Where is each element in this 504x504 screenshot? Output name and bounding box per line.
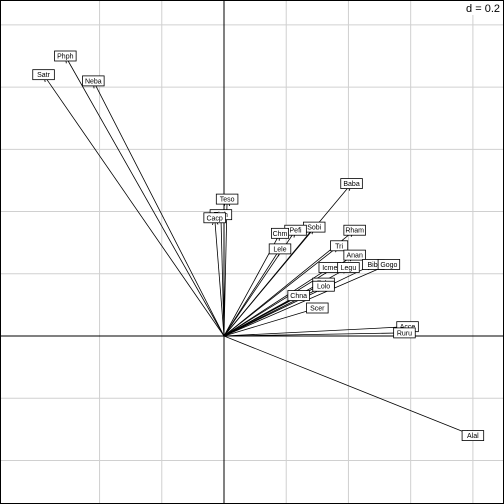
label-baba: Baba [340,178,363,189]
label-text-legu: Legu [341,265,357,272]
label-lele: Lele [268,243,292,255]
label-satr: Satr [32,69,55,81]
label-gogo: Gogo [377,259,401,270]
label-text-cacp: Cacp [206,215,222,222]
label-teso: Teso [215,193,239,205]
label-box-lolo [312,280,335,292]
label-box-chm [270,227,289,239]
label-chm: Chm [270,227,289,239]
label-text-bibi: Bibi [367,262,379,269]
arrow-phph [65,56,225,337]
arrow-sobi [223,227,314,337]
label-alal: Alal [461,430,485,441]
label-box-gogo [377,259,401,270]
label-text-baba: Baba [343,181,359,188]
arrow-scer [223,308,317,337]
label-box-anan [343,249,366,261]
label-text-pefi: Pefi [290,228,303,235]
label-scer: Scer [306,302,329,314]
label-neba: Neba [82,75,105,87]
label-box-neba [82,75,105,87]
label-text-lolo: Lolo [317,284,330,291]
label-box-teso [215,193,239,205]
scale-label: d = 0.2 [466,3,500,15]
scale-label-background [462,1,503,15]
label-text-scer: Scer [310,306,325,313]
label-text-ruru: Ruru [397,330,412,337]
label-ruru: Ruru [393,327,416,339]
label-legu: Legu [337,262,360,273]
label-box-tri [330,240,349,252]
label-box-chna [287,290,310,301]
label-box-ruru [393,327,416,339]
label-box-legu [337,262,360,273]
arrow-ruru [223,333,404,337]
label-box-cacp [203,212,226,224]
arrow-acce [223,327,408,337]
label-text-teso: Teso [220,197,235,204]
label-chna: Chna [287,290,310,301]
label-cacp: Cacp [203,212,226,224]
label-box-satr [32,69,55,81]
arrow-cacp [215,218,225,337]
arrow-icme [223,268,330,337]
label-text-chna: Chna [290,293,307,300]
label-box-lele [268,243,292,255]
label-text-lele: Lele [273,246,286,253]
arrow-chna [223,296,299,337]
label-text-tri: Tri [335,243,343,250]
arrow-neba [93,81,225,337]
label-text-phph: Phph [57,54,73,61]
label-tri: Tri [330,240,349,252]
label-text-rham: Rham [345,228,364,235]
label-box-scer [306,302,329,314]
arrow-teso [223,199,227,337]
arrow-lele [223,249,280,337]
label-text-neba: Neba [85,78,102,85]
label-box-baba [340,178,363,189]
arrow-tri [223,246,339,337]
label-lolo: Lolo [312,280,335,292]
label-text-satr: Satr [37,72,51,79]
label-box-alal [461,430,485,441]
label-box-rham [343,224,366,236]
label-rham: Rham [343,224,366,236]
variable-labels: PhphSatrNebaTesoThthCacpBabaSobiPefiChmL… [32,50,485,441]
label-box-phph [54,50,77,62]
arrow-thth [221,215,225,337]
label-phph: Phph [54,50,77,62]
label-text-anan: Anan [346,253,362,260]
label-text-chm: Chm [273,231,288,238]
label-text-alal: Alal [467,433,479,440]
label-text-icme: Icme [322,265,337,272]
label-anan: Anan [343,249,366,261]
arrow-alal [223,335,473,436]
label-text-sobi: Sobi [307,225,321,232]
arrow-satr [44,75,225,337]
label-text-gogo: Gogo [380,262,397,269]
